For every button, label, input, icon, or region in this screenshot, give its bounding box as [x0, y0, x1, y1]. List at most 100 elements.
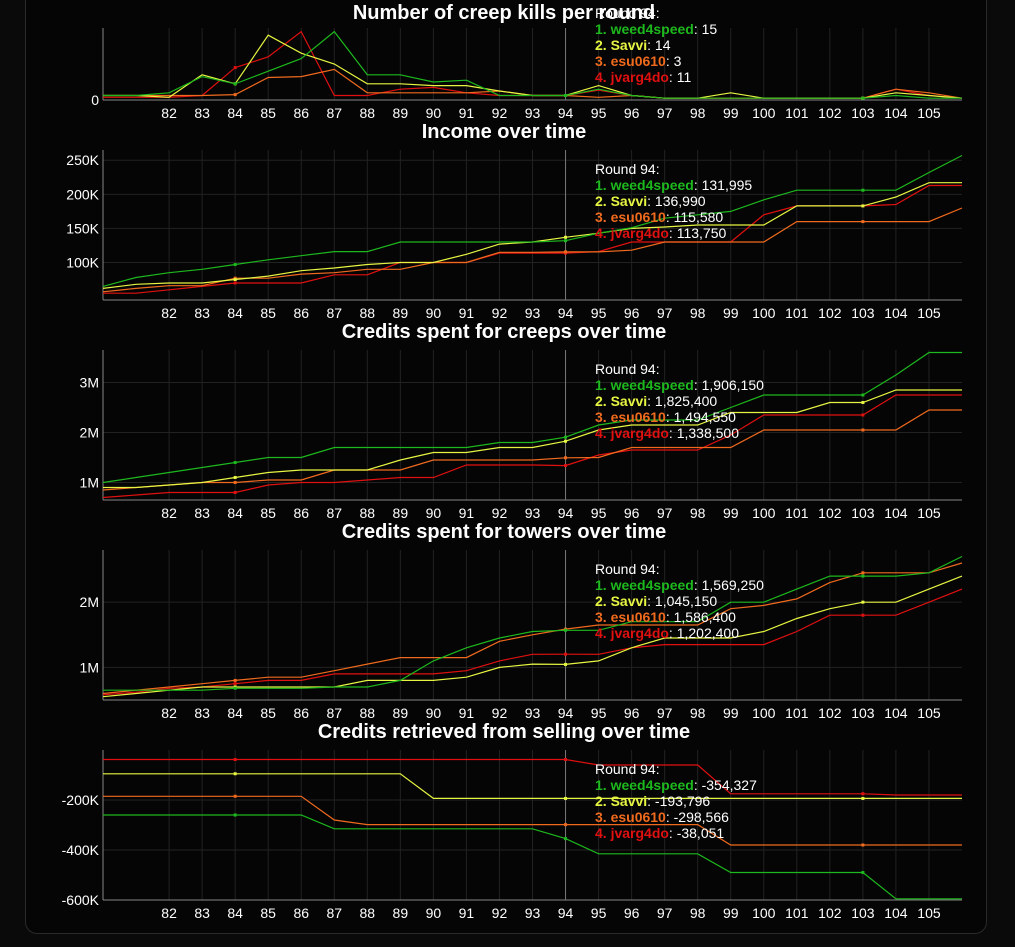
- y-tick-label: 2M: [80, 425, 99, 441]
- x-tick-label: 89: [393, 705, 409, 721]
- series-point-2: [233, 772, 237, 776]
- x-tick-label: 97: [657, 705, 673, 721]
- x-tick-label: 92: [492, 105, 508, 121]
- legend-entry-1: 1. weed4speed: -354,327: [595, 777, 757, 793]
- legend-player-value: : 1,494,550: [666, 409, 736, 425]
- series-point-3: [233, 481, 237, 484]
- x-tick-label: 93: [525, 105, 541, 121]
- legend-player-name: 4. jvarg4do: [595, 825, 669, 841]
- series-point-1: [861, 574, 865, 578]
- x-tick-label: 105: [917, 905, 941, 921]
- series-point-1: [564, 837, 568, 841]
- x-tick-label: 101: [785, 705, 809, 721]
- series-point-4: [564, 758, 568, 762]
- x-tick-label: 83: [194, 505, 210, 521]
- x-tick-label: 95: [591, 905, 607, 921]
- x-tick-label: 101: [785, 105, 809, 121]
- x-tick-label: 89: [393, 105, 409, 121]
- x-tick-label: 90: [426, 905, 442, 921]
- x-tick-label: 96: [624, 305, 640, 321]
- x-tick-label: 95: [591, 305, 607, 321]
- x-tick-label: 84: [227, 705, 243, 721]
- series-point-1: [564, 435, 568, 439]
- x-tick-label: 98: [690, 705, 706, 721]
- x-tick-label: 91: [459, 505, 475, 521]
- legend-entry-2: 2. Savvi: 1,045,150: [595, 593, 717, 609]
- legend-player-value: : 14: [647, 37, 671, 53]
- x-tick-label: 94: [558, 505, 574, 521]
- series-point-1: [233, 263, 237, 267]
- x-tick-label: 99: [723, 505, 739, 521]
- legend-entry-1: 1. weed4speed: 1,569,250: [595, 577, 764, 593]
- x-tick-label: 86: [293, 305, 309, 321]
- chart-3: 82 83 84 85 86 87 88 89 90 91 92 93 94 95 96 97 98 99 100 1…: [80, 321, 962, 521]
- chart-title: Credits spent for creeps over time: [342, 321, 667, 343]
- legend-entry-2: 2. Savvi: 1,825,400: [595, 393, 717, 409]
- x-tick-label: 104: [884, 105, 908, 121]
- x-tick-label: 83: [194, 305, 210, 321]
- legend-entry-3: 3. esu0610: 3: [595, 53, 682, 69]
- x-tick-label: 98: [690, 105, 706, 121]
- legend-round-label: Round 94:: [595, 561, 660, 577]
- legend-player-name: 3. esu0610: [595, 809, 666, 825]
- x-tick-label: 93: [525, 305, 541, 321]
- legend-entry-4: 4. jvarg4do: 113,750: [595, 225, 726, 241]
- x-tick-label: 99: [723, 905, 739, 921]
- x-tick-label: 94: [558, 105, 574, 121]
- series-point-3: [861, 843, 865, 847]
- x-tick-label: 100: [752, 905, 776, 921]
- x-tick-label: 101: [785, 905, 809, 921]
- x-tick-label: 100: [752, 705, 776, 721]
- series-point-1: [861, 393, 865, 397]
- legend-player-value: : 1,825,400: [647, 393, 717, 409]
- legend-player-name: 2. Savvi: [595, 193, 647, 209]
- y-tick-label: -600K: [62, 892, 100, 908]
- x-tick-label: 94: [558, 705, 574, 721]
- legend-entry-4: 4. jvarg4do: 1,338,500: [595, 425, 739, 441]
- x-tick-label: 102: [818, 305, 842, 321]
- y-tick-label: 200K: [66, 186, 99, 202]
- x-tick-label: 88: [360, 105, 376, 121]
- x-tick-label: 83: [194, 705, 210, 721]
- series-line-1: [102, 154, 963, 287]
- x-tick-label: 93: [525, 905, 541, 921]
- legend-entry-2: 2. Savvi: 14: [595, 37, 671, 53]
- x-tick-label: 90: [426, 505, 442, 521]
- series-point-4: [861, 613, 865, 617]
- x-tick-label: 101: [785, 305, 809, 321]
- x-tick-label: 90: [426, 105, 442, 121]
- legend-player-name: 1. weed4speed: [595, 21, 694, 37]
- legend-player-name: 1. weed4speed: [595, 377, 694, 393]
- legend-player-value: : 11: [669, 69, 692, 85]
- legend-player-name: 2. Savvi: [595, 37, 647, 53]
- x-tick-label: 97: [657, 105, 673, 121]
- x-tick-label: 91: [459, 105, 475, 121]
- x-tick-label: 95: [591, 505, 607, 521]
- x-tick-label: 103: [851, 305, 875, 321]
- y-tick-label: 250K: [66, 152, 99, 168]
- y-tick-label: 2M: [80, 594, 99, 610]
- series-point-1: [861, 871, 865, 874]
- x-tick-label: 94: [558, 305, 574, 321]
- legend-entry-3: 3. esu0610: 1,586,400: [595, 609, 736, 625]
- legend-player-name: 3. esu0610: [595, 53, 666, 69]
- x-tick-label: 101: [785, 505, 809, 521]
- legend-player-name: 3. esu0610: [595, 609, 666, 625]
- legend-round-label: Round 94:: [595, 761, 660, 777]
- legend-round-label: Round 94:: [595, 161, 660, 177]
- x-tick-label: 105: [917, 505, 941, 521]
- series-line-3: [102, 562, 963, 695]
- series-line-1: [103, 555, 963, 691]
- series-line-1: [103, 30, 962, 99]
- legend-entry-3: 3. esu0610: -298,566: [595, 809, 729, 825]
- legend-player-name: 2. Savvi: [595, 793, 647, 809]
- y-tick-label: 100K: [66, 255, 99, 271]
- x-tick-label: 91: [459, 905, 475, 921]
- legend-player-name: 2. Savvi: [595, 593, 647, 609]
- series-line-3: [102, 409, 962, 491]
- legend-player-value: : 1,586,400: [666, 609, 736, 625]
- series-line-1: [102, 351, 962, 484]
- x-tick-label: 103: [851, 905, 875, 921]
- x-tick-label: 104: [884, 305, 908, 321]
- legend-player-name: 1. weed4speed: [595, 577, 694, 593]
